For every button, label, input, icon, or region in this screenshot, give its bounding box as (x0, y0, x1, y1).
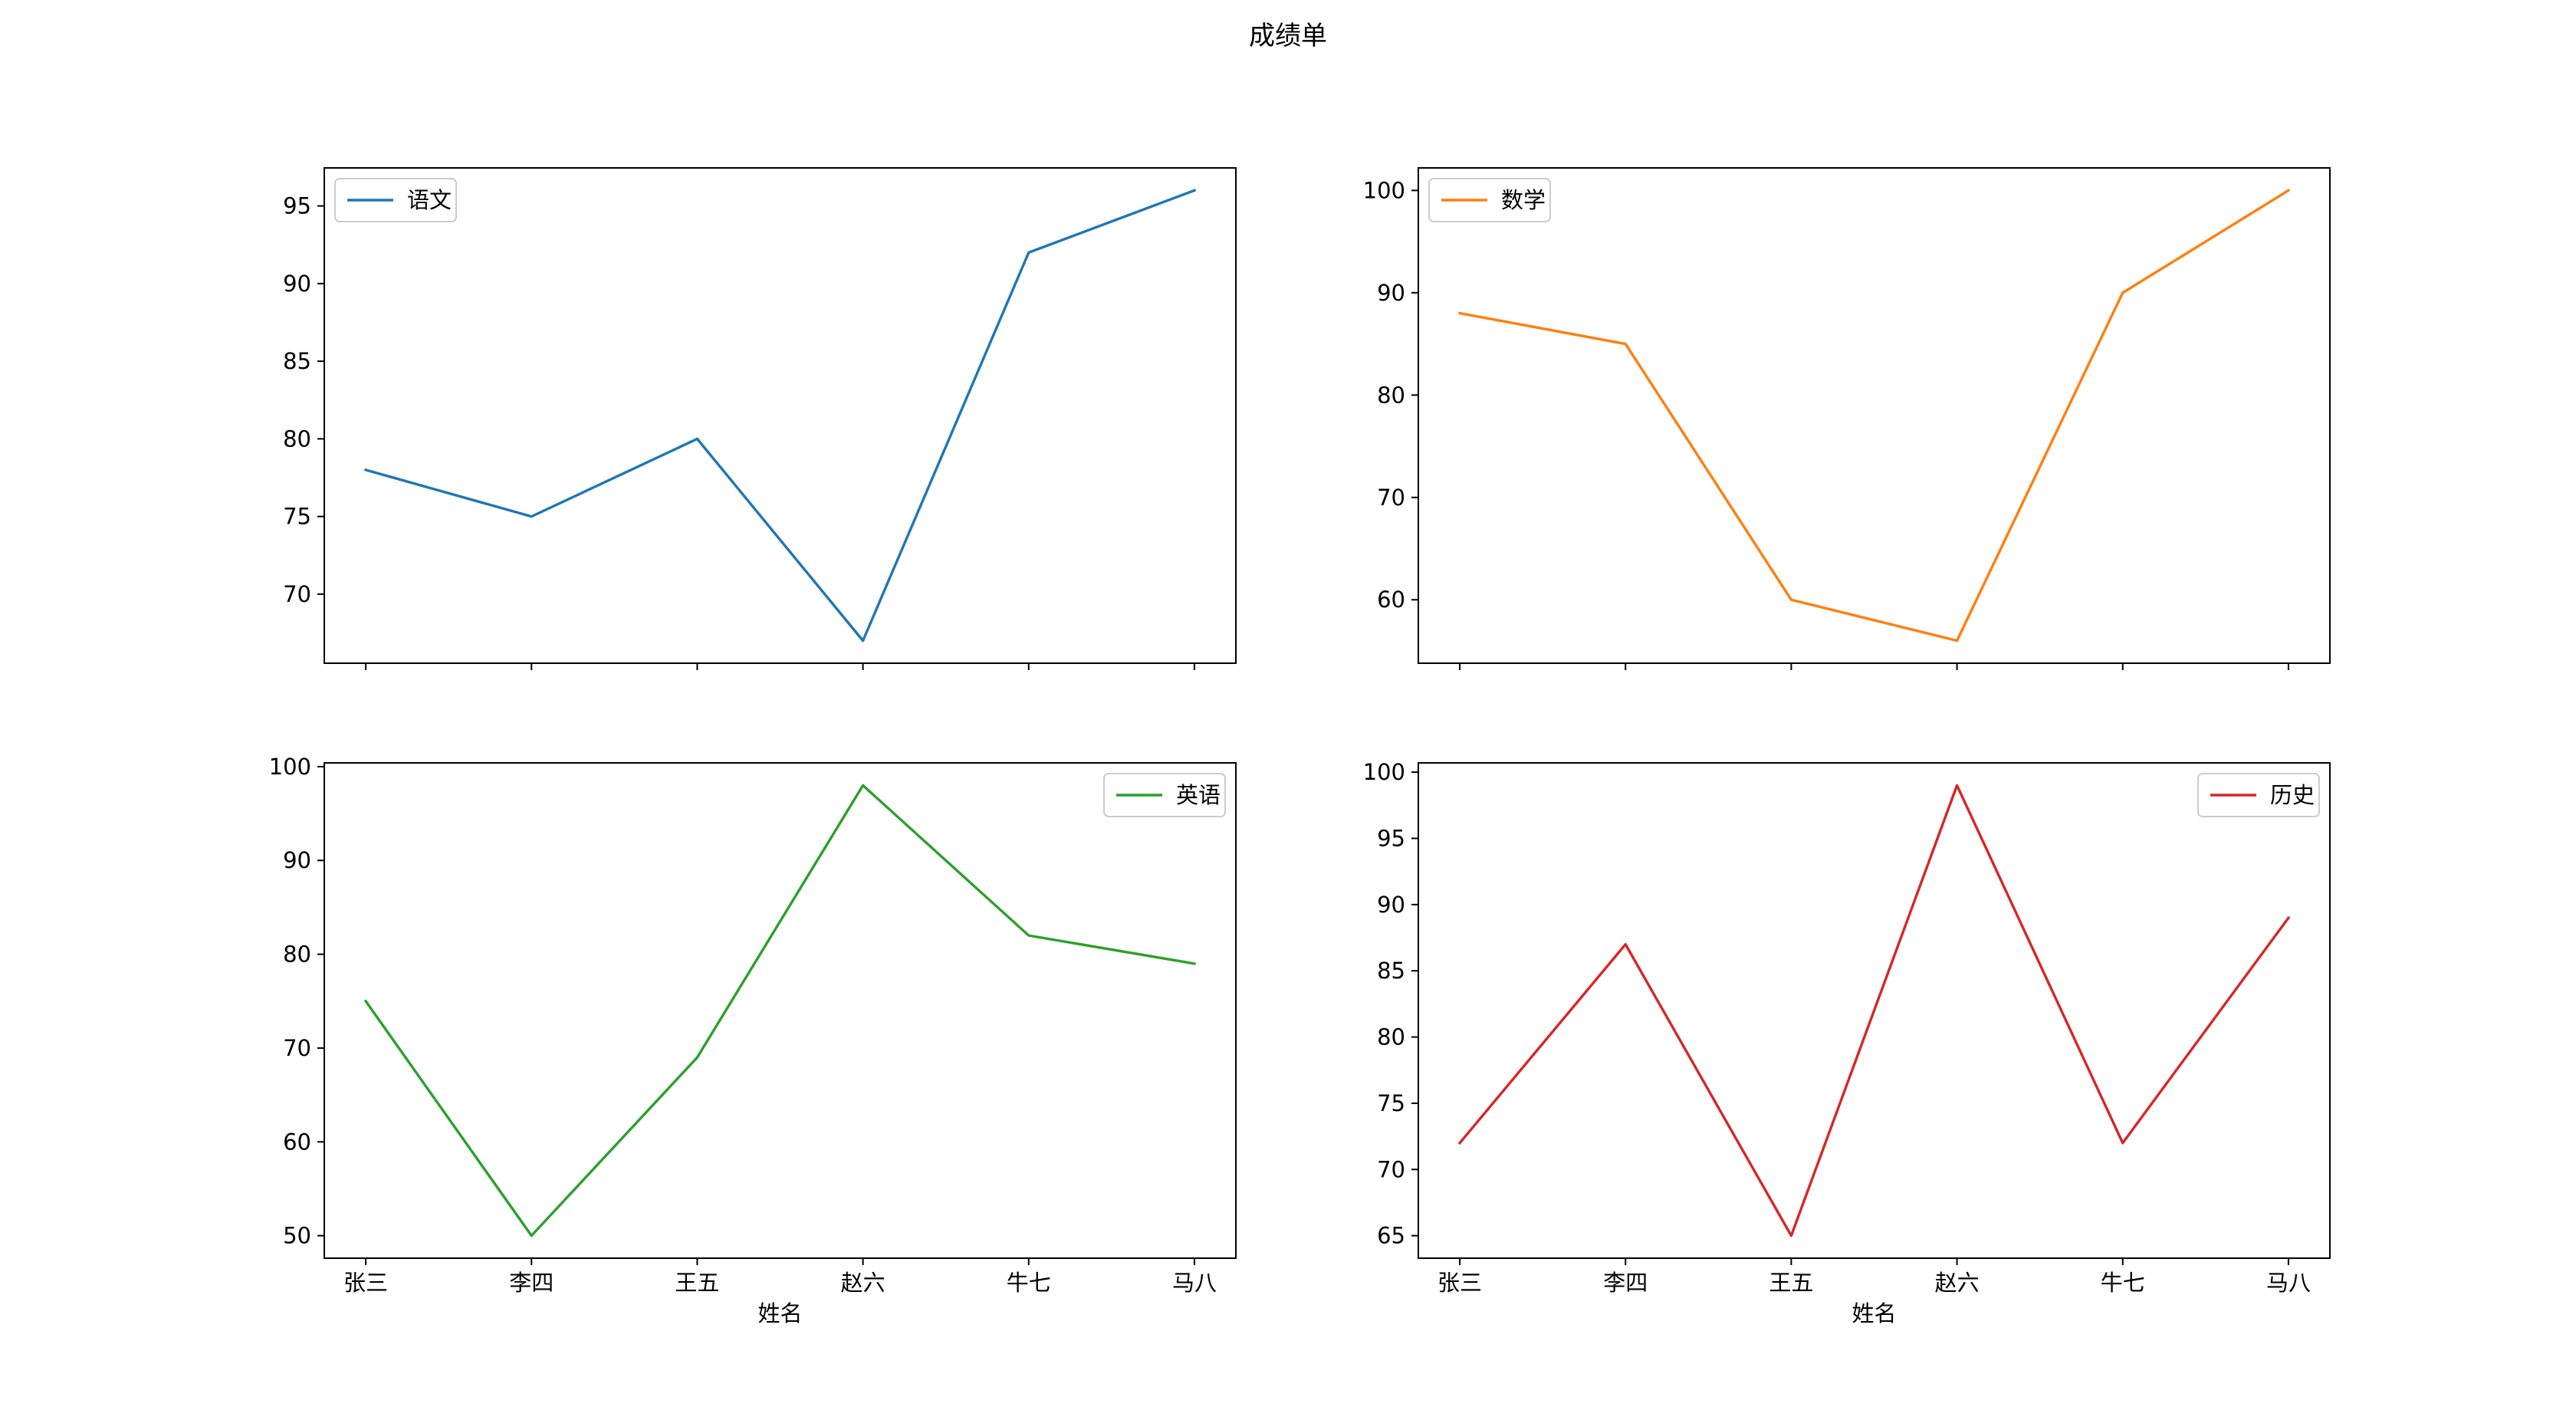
x-tick-label: 王五 (1769, 1270, 1813, 1296)
x-tick-label: 王五 (675, 1270, 719, 1296)
y-tick-label: 85 (1377, 958, 1405, 984)
x-tick-label: 马八 (1172, 1270, 1217, 1296)
x-tick-label: 牛七 (1007, 1270, 1051, 1296)
y-tick-label: 80 (283, 942, 311, 968)
legend-label: 数学 (1501, 187, 1546, 213)
y-tick-label: 100 (1363, 759, 1405, 785)
y-tick-label: 60 (1377, 587, 1405, 613)
y-tick-label: 90 (1377, 280, 1405, 306)
y-tick-label: 95 (1377, 825, 1405, 851)
y-tick-label: 100 (269, 754, 311, 780)
x-tick-label: 牛七 (2101, 1270, 2145, 1296)
y-tick-label: 90 (1377, 892, 1405, 918)
legend: 数学 (1429, 179, 1550, 222)
x-tick-label: 张三 (1438, 1270, 1482, 1296)
y-tick-label: 100 (1363, 177, 1405, 203)
y-tick-label: 90 (283, 271, 311, 297)
x-axis-label: 姓名 (757, 1300, 802, 1326)
x-tick-label: 李四 (1603, 1270, 1648, 1296)
legend: 英语 (1104, 774, 1225, 817)
y-tick-label: 80 (1377, 1024, 1405, 1050)
y-tick-label: 50 (283, 1223, 311, 1249)
x-tick-label: 张三 (343, 1270, 388, 1296)
y-tick-label: 85 (283, 348, 311, 374)
x-tick-label: 赵六 (1935, 1270, 1980, 1296)
y-tick-label: 90 (283, 847, 311, 873)
legend: 历史 (2198, 774, 2319, 817)
y-tick-label: 95 (283, 193, 311, 219)
legend-label: 语文 (407, 187, 452, 213)
y-tick-label: 70 (283, 581, 311, 607)
y-tick-label: 60 (283, 1129, 311, 1155)
x-tick-label: 马八 (2266, 1270, 2311, 1296)
legend-label: 历史 (2270, 782, 2315, 808)
legend-label: 英语 (1176, 782, 1221, 808)
y-tick-label: 80 (1377, 382, 1405, 408)
legend: 语文 (335, 179, 456, 222)
y-tick-label: 70 (283, 1035, 311, 1061)
x-tick-label: 李四 (509, 1270, 554, 1296)
x-axis-label: 姓名 (1852, 1300, 1896, 1326)
y-tick-label: 75 (283, 504, 311, 530)
figure-title: 成绩单 (1249, 21, 1327, 51)
x-tick-label: 赵六 (841, 1270, 886, 1296)
y-tick-label: 65 (1377, 1223, 1405, 1249)
y-tick-label: 80 (283, 426, 311, 452)
y-tick-label: 70 (1377, 1156, 1405, 1182)
y-tick-label: 70 (1377, 485, 1405, 511)
y-tick-label: 75 (1377, 1090, 1405, 1116)
